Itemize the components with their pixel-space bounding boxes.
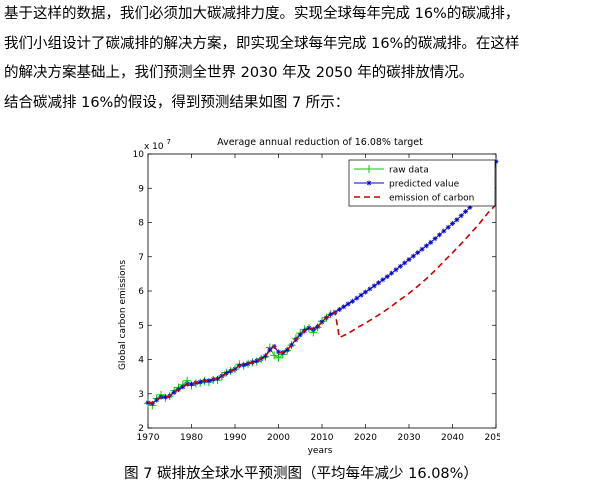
raw-data-point xyxy=(270,351,279,360)
predicted-value-point xyxy=(328,311,334,317)
predicted-value-point xyxy=(349,298,355,304)
predicted-value-point xyxy=(415,250,421,256)
x-tick-label: 2030 xyxy=(398,433,421,443)
plot-area: 1970 1980 1990 2000 2010 2020 2030 2040 2050 2 3 4 5… xyxy=(133,150,500,443)
paragraph-line: 的解决方案基础上，我们预测全世界 2030 年及 2050 年的碳排放情况。 xyxy=(4,65,474,81)
predicted-value-point xyxy=(389,270,395,276)
x-tick-label: 2010 xyxy=(311,433,334,443)
predicted-value-point xyxy=(384,274,390,280)
predicted-value-point xyxy=(454,217,460,223)
predicted-value-point xyxy=(363,289,368,295)
predicted-value-point xyxy=(458,213,464,219)
series-line-emission-of-carbon xyxy=(147,204,497,405)
x-tick-label: 2000 xyxy=(267,433,290,443)
paragraph-line: 我们小组设计了碳减排的解决方案，即实现全球每年完成 16%的碳减排。在这样 xyxy=(4,35,520,52)
y-multiplier-exponent: 7 xyxy=(167,138,171,146)
y-tick-label: 8 xyxy=(138,219,144,229)
legend-marker xyxy=(366,180,372,186)
y-tick-label: 7 xyxy=(138,253,144,263)
y-tick-label: 6 xyxy=(138,287,144,297)
x-tick-label: 2020 xyxy=(354,433,377,443)
y-tick-label: 3 xyxy=(138,390,144,400)
predicted-value-point xyxy=(376,280,382,286)
y-tick-label: 9 xyxy=(138,184,144,194)
predicted-value-point xyxy=(436,232,442,238)
predicted-value-point xyxy=(345,301,351,307)
paragraph-line: 结合碳减排 16%的假设，得到预测结果如图 7 所示： xyxy=(4,94,350,111)
legend: raw data predicted value emission of carbo… xyxy=(348,159,496,207)
legend-label: emission of carbon xyxy=(389,194,474,204)
predicted-value-point xyxy=(445,224,451,230)
x-tick-label: 2050 xyxy=(485,433,500,443)
legend-marker xyxy=(365,165,373,173)
predicted-value-point xyxy=(402,260,408,266)
predicted-value-point xyxy=(410,253,416,259)
predicted-value-point xyxy=(428,239,434,245)
y-multiplier-base: x 10 xyxy=(144,142,164,152)
predicted-value-point xyxy=(197,379,203,385)
y-multiplier: x 10 7 xyxy=(144,138,171,152)
y-tick-label: 5 xyxy=(138,321,144,331)
emissions-chart: Average annual reduction of 16.08% targe… xyxy=(108,132,500,458)
y-tick-label: 2 xyxy=(138,424,144,434)
y-tick-label: 10 xyxy=(133,150,145,160)
predicted-value-point xyxy=(336,306,342,312)
predicted-value-point xyxy=(441,228,447,234)
x-tick-label: 1990 xyxy=(224,433,247,443)
predicted-value-point xyxy=(354,295,360,301)
predicted-value-point xyxy=(276,349,281,355)
x-tick-label: 1980 xyxy=(180,433,203,443)
x-tick-label: 2040 xyxy=(441,433,464,443)
predicted-value-point xyxy=(371,283,377,289)
x-axis-label: years xyxy=(308,446,333,456)
y-tick-label: 4 xyxy=(138,356,144,366)
body-paragraph: 基于这样的数据，我们必须加大碳减排力度。实现全球每年完成 16%的碳减排， 我们… xyxy=(4,0,600,118)
predicted-value-point xyxy=(367,286,373,292)
figure-caption: 图 7 碳排放全球水平预测图（平均每年减少 16.08%） xyxy=(124,466,478,482)
predicted-value-point xyxy=(341,304,347,310)
predicted-value-point xyxy=(450,221,455,227)
predicted-value-point xyxy=(397,263,403,269)
raw-data-point xyxy=(274,353,283,362)
predicted-value-point xyxy=(423,243,429,249)
predicted-value-point xyxy=(206,378,212,384)
predicted-value-point xyxy=(463,209,469,215)
legend-label: raw data xyxy=(389,166,429,176)
predicted-value-point xyxy=(393,267,399,273)
legend-label: predicted value xyxy=(389,180,460,190)
predicted-value-point xyxy=(419,246,425,252)
predicted-value-point xyxy=(380,277,386,283)
chart-title: Average annual reduction of 16.08% targe… xyxy=(217,137,423,148)
paragraph-line: 基于这样的数据，我们必须加大碳减排力度。实现全球每年完成 16%的碳减排， xyxy=(4,6,520,22)
predicted-value-point xyxy=(432,236,438,242)
y-axis-label: Global carbon emissions xyxy=(118,260,128,370)
predicted-value-point xyxy=(406,256,412,262)
x-tick-label: 1970 xyxy=(137,433,160,443)
predicted-value-point xyxy=(358,292,364,298)
